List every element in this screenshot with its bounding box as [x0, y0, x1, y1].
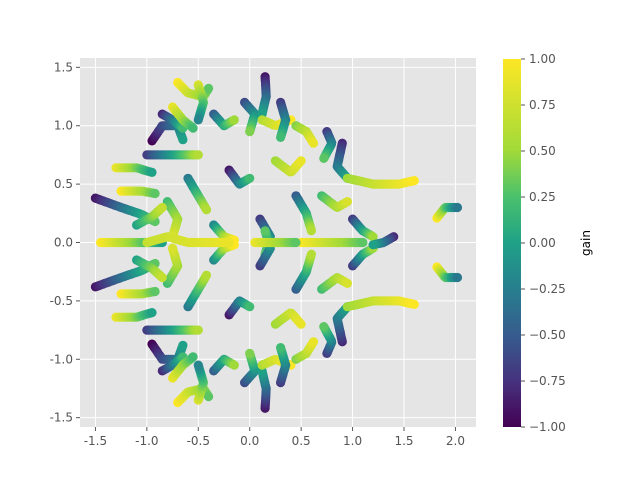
colorbar-tick-label: 0.75	[529, 98, 556, 112]
scatter-points	[90, 72, 463, 413]
colorbar-tick-label: 0.25	[529, 190, 556, 204]
scatter-point	[168, 243, 178, 253]
scatter-point	[224, 237, 234, 248]
x-tick-label: 0.0	[240, 434, 259, 448]
colorbar-tick-label: −0.50	[529, 328, 566, 342]
x-tick-label: 0.5	[292, 434, 311, 448]
scatter-point	[204, 83, 214, 93]
y-tick-label: 0.5	[54, 177, 73, 191]
scatter-point	[368, 240, 378, 250]
scatter-point	[296, 156, 306, 166]
scatter-point	[245, 173, 255, 183]
axis-ticks: -1.5 -1.0 -0.5 0.0 0.5 1.0 1.5 2.0 -1.5 -1.0 -0.5 0…	[50, 60, 465, 448]
scatter-point	[201, 270, 212, 280]
y-tick-label: -0.5	[50, 294, 73, 308]
x-tick-label: -1.0	[135, 434, 158, 448]
scatter-point	[229, 360, 239, 370]
scatter-point	[188, 123, 198, 133]
scatter-point	[452, 272, 463, 283]
scatter-point	[193, 325, 203, 335]
scatter-point	[296, 319, 306, 329]
scatter-point	[245, 348, 255, 358]
scatter-point	[308, 138, 319, 148]
scatter-point	[229, 115, 239, 125]
scatter-point	[147, 167, 157, 177]
x-tick-label: -0.5	[187, 434, 210, 448]
colorbar-ticks: −1.00 −0.75 −0.50 −0.25 0.00 0.25 0.50 0.75 1.00	[521, 52, 566, 434]
colorbar	[503, 59, 521, 427]
scatter-point	[409, 299, 419, 309]
colorbar-tick-label: −0.75	[529, 374, 566, 388]
colorbar-label: gain	[579, 230, 593, 256]
scatter-point	[276, 343, 286, 353]
scatter-point	[147, 308, 157, 318]
y-tick-label: 1.0	[54, 119, 73, 133]
scatter-point	[188, 352, 198, 362]
scatter-point	[319, 153, 329, 163]
scatter-point	[319, 322, 329, 332]
x-tick-label: -1.5	[84, 434, 107, 448]
scatter-point	[342, 278, 352, 288]
colorbar-tick-label: 0.50	[529, 144, 556, 158]
scatter-point	[245, 127, 255, 137]
y-tick-label: -1.0	[50, 352, 73, 366]
x-tick-label: 2.0	[446, 434, 465, 448]
scatter-point	[193, 360, 203, 370]
scatter-point	[306, 249, 316, 259]
colorbar-tick-label: 1.00	[529, 52, 556, 66]
scatter-point	[368, 232, 378, 242]
y-tick-label: 1.5	[54, 60, 73, 74]
colorbar-tick-label: −0.25	[529, 282, 566, 296]
scatter-point	[308, 337, 319, 347]
scatter-point	[306, 226, 316, 236]
scatter-point	[157, 272, 167, 283]
scatter-point	[409, 176, 419, 186]
y-tick-label: 0.0	[54, 236, 73, 250]
scatter-point	[201, 205, 212, 215]
scatter-point	[178, 135, 188, 145]
scatter-point	[193, 150, 203, 160]
x-tick-label: 1.0	[343, 434, 362, 448]
colorbar-tick-label: −1.00	[529, 420, 566, 434]
scatter-point	[204, 392, 214, 402]
scatter-point	[245, 302, 255, 312]
colorbar-tick-label: 0.00	[529, 236, 556, 250]
scatter-point	[193, 115, 203, 125]
scatter-point	[260, 226, 270, 236]
scatter-point	[291, 237, 301, 248]
scatter-point	[150, 188, 160, 199]
scatter-point	[157, 202, 167, 213]
x-tick-label: 1.5	[394, 434, 413, 448]
scatter-point	[178, 340, 188, 350]
y-tick-label: -1.5	[50, 411, 73, 425]
scatter-point	[358, 237, 368, 248]
scatter-point	[342, 197, 352, 207]
scatter-point	[150, 286, 160, 297]
scatter-point	[276, 132, 286, 142]
scatter-point	[452, 202, 463, 213]
